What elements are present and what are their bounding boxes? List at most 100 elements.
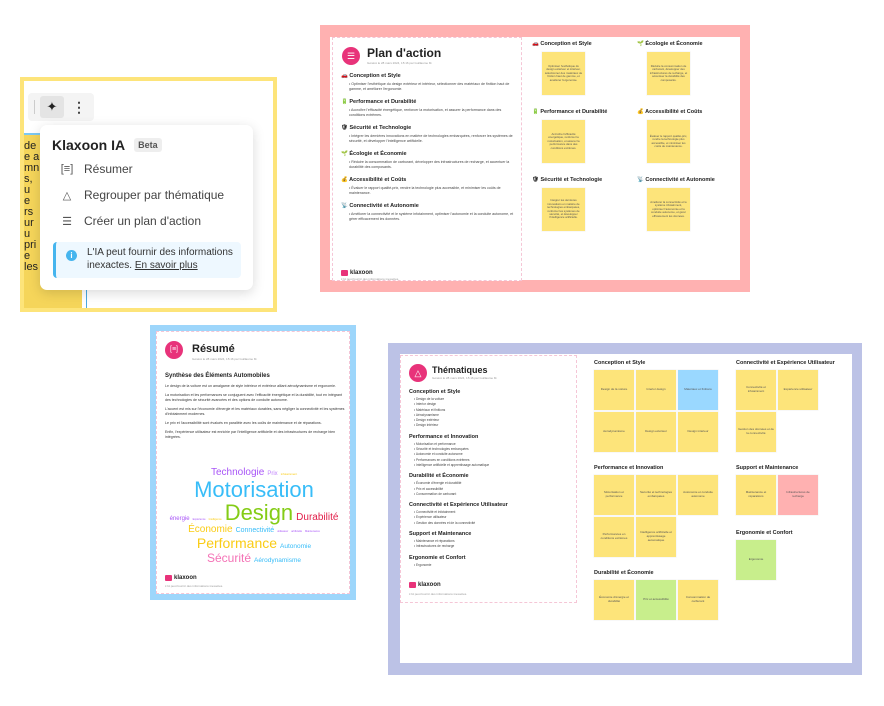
section-bullet: • Maintenance et réparations [414,539,455,544]
section-bullet: • Accroître l'efficacité énergétique, re… [349,108,502,117]
word-cloud-word: utilisateur [277,530,289,533]
summary-paragraph: Le design de la voiture est un amalgame … [165,384,336,388]
menu-item-action-plan[interactable]: ☰ Créer un plan d'action [60,214,201,228]
word-cloud-word: Durabilité [296,512,339,523]
section-title: 🌱 Écologie et Économie [341,151,407,157]
klaxoon-logo: klaxoon [341,270,373,276]
doc-title: Résumé [192,343,235,355]
ai-menu-popover: Klaxoon IA Beta [≡] Résumer △ Regrouper pa… [40,125,253,290]
sticky-note[interactable]: Autonomie et conduite autonome [678,475,718,515]
themes-document: △ Thématiques Généré le 28 mars 2024, 15… [400,355,577,603]
sticky-note[interactable]: Gestion des données et de la connectivit… [736,412,776,452]
more-vertical-icon[interactable]: ⋮ [72,99,86,115]
action-section: 🛡 Sécurité et Technologie • Intégrer les … [341,125,516,144]
word-cloud-word: Connectivité [235,527,275,534]
word-cloud-row: Technologie Prix infotainment [157,468,351,478]
action-section: 🔋 Performance et Durabilité • Accroître l… [341,99,516,118]
ai-menu-title: Klaxoon IA [52,137,126,153]
word-cloud-word: infotainment [280,472,298,476]
menu-item-summarize[interactable]: [≡] Résumer [60,162,133,176]
sticky-note[interactable]: Performances en conditions extrêmes [594,517,634,557]
section-title: 🚗 Conception et Style [341,73,401,79]
summary-paragraph: L'accent est mis sur l'économie d'énergi… [165,407,345,416]
sticky-note[interactable]: Expérience utilisateur [778,370,818,410]
summary-paragraphs: Le design de la voiture est un amalgame … [165,384,345,444]
themes-frame: △ Thématiques Généré le 28 mars 2024, 15… [388,343,862,675]
theme-section: Ergonomie et Confort • Ergonomie [409,555,574,568]
word-cloud-row: Motorisation [157,479,351,501]
section-title: 🛡 Sécurité et Technologie [341,125,412,131]
word-cloud-word: artificielle [291,530,303,533]
sticky-note[interactable]: Design extérieur [636,412,676,452]
sticky-note[interactable]: Réduire la consommation de carburant, dé… [647,52,690,95]
sticky-note[interactable]: Maintenance et réparations [736,475,776,515]
sticky-note[interactable]: Consommation de carburant [678,580,718,620]
doc-subtitle: Généré le 28 mars 2024, 15:16 par Guilla… [432,376,498,380]
sticky-note[interactable]: Améliorer la connectivité et le système … [647,188,690,231]
word-cloud-word: Sécurité [207,550,252,565]
sticky-note[interactable]: Économie d'énergie et durabilité [594,580,634,620]
sticky-note[interactable]: Infrastructures de recharge [778,475,818,515]
action-section: 🚗 Conception et Style • Optimiser l'esthé… [341,73,516,92]
sticky-note[interactable]: Connectivité et infotainment [736,370,776,410]
learn-more-link[interactable]: En savoir plus [134,259,198,271]
sticky-text-line: e a [24,151,40,163]
sticky-note[interactable]: Accroître l'efficacité énergétique, renf… [542,120,585,163]
word-cloud-row: Sécurité Aérodynamisme [157,552,351,565]
section-bullet: • Améliorer la connectivité et le systèm… [349,212,514,221]
board-heading: Performance et Innovation [594,465,664,471]
section-title: Conception et Style [409,389,461,395]
sticky-note[interactable]: Évaluer le rapport qualité-prix, rendre … [647,120,690,163]
theme-section: Connectivité et Expérience Utilisateur • … [409,502,574,526]
section-bullet: • Design intérieur [414,423,439,428]
sticky-note[interactable]: Motorisation et performance [594,475,634,515]
group-shapes-icon: △ [62,189,72,202]
section-bullet: • Consommation de carburant [414,491,457,496]
sticky-note[interactable]: Intégrer les dernières innovations en ma… [542,188,585,231]
section-bullet: • Intelligence artificielle et apprentis… [414,462,490,467]
doc-title: Thématiques [432,365,488,375]
sticky-text-line: s, u [24,173,33,196]
sticky-note[interactable]: Interior design [636,370,676,410]
sticky-note[interactable]: Design de la voiture [594,370,634,410]
sticky-note[interactable]: Sécurité et technologies embarquées [636,475,676,515]
word-cloud-word: Autonomie [280,543,312,550]
action-plan-sections: 🚗 Conception et Style • Optimiser l'esthé… [341,73,516,229]
section-bullet: • Matériaux et finitions [414,407,446,412]
sticky-note[interactable]: Intelligence artificielle et apprentissa… [636,517,676,557]
sticky-note[interactable]: Optimiser l'esthétique du design extérie… [542,52,585,95]
section-title: 📡 Connectivité et Autonomie [341,203,419,209]
sticky-note[interactable]: Aérodynamisme [594,412,634,452]
action-section: 📡 Connectivité et Autonomie • Améliorer l… [341,203,516,222]
doc-subtitle: Généré le 28 mars 2024, 15:16 par Guilla… [367,61,433,65]
section-title: Ergonomie et Confort [409,554,466,561]
section-title: Connectivité et Expérience Utilisateur [409,502,508,509]
board-heading: 🛡 Sécurité et Technologie [532,177,603,183]
sticky-text-line: rs [24,206,34,218]
sparkles-icon[interactable]: ✦ [40,96,64,118]
doc-footer: L'IA peut fournir des informations inexa… [341,277,400,281]
menu-item-group-by-theme[interactable]: △ Regrouper par thématique [60,188,224,202]
sticky-note[interactable]: Ergonomie [736,540,776,580]
doc-subtitle: Généré le 28 mars 2024, 15:16 par Guilla… [192,357,258,361]
section-bullet: • Aérodynamisme [414,412,439,417]
toolbar-divider [34,100,35,114]
sticky-text-line: ur u [24,217,34,240]
checklist-icon: ☰ [342,47,360,65]
sticky-note[interactable]: Design intérieur [678,412,718,452]
ai-disclaimer: i L'IA peut fournir des informations ine… [53,242,241,278]
board-heading: Support et Maintenance [736,465,799,471]
sticky-note[interactable]: Prix et accessibilité [636,580,676,620]
section-title: 🔋 Performance et Durabilité [341,99,417,105]
board-heading: Durabilité et Économie [594,570,654,576]
section-bullet: • Prix et accessibilité [414,486,444,491]
section-title: Durabilité et Économie [409,473,469,480]
word-cloud-row: Économie Connectivité utilisateur artificie… [157,525,351,535]
word-cloud-word: Technologie [210,467,265,478]
sticky-note[interactable]: Matériaux et finitions [678,370,718,410]
word-cloud-row: énergie Expérience Intelligence Design Durab… [157,502,351,524]
section-bullet: • Gestion des données et de la connectiv… [414,520,476,525]
menu-item-label: Regrouper par thématique [84,188,225,202]
section-bullet: • Infrastructures de recharge [414,544,455,549]
word-cloud-word: Économie [188,524,233,535]
